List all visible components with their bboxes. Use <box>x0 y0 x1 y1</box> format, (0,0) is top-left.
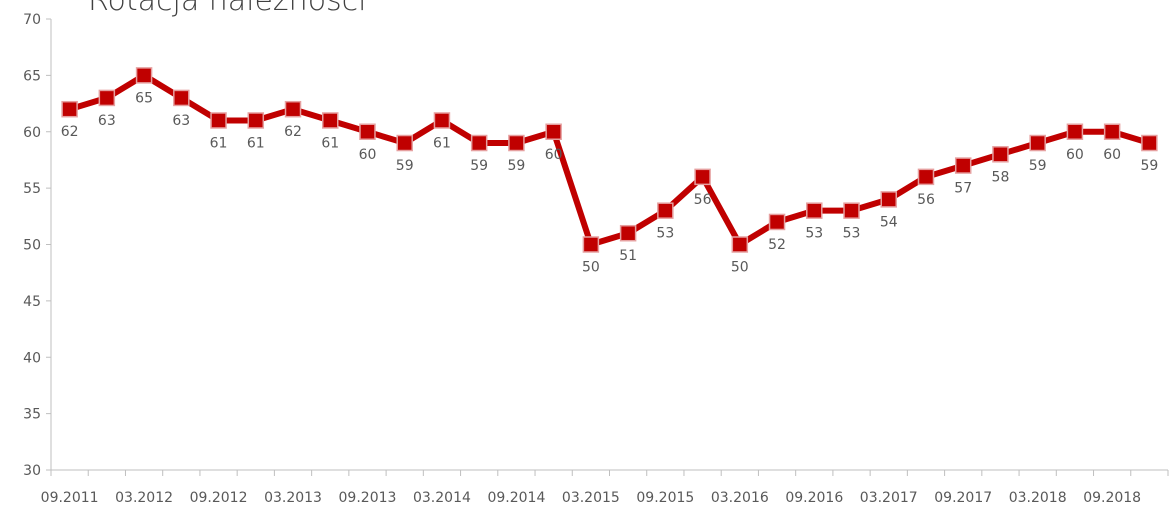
data-point-marker <box>247 112 265 129</box>
data-label: 59 <box>1140 158 1158 174</box>
data-point-marker <box>1029 134 1046 152</box>
x-tick-label: 03.2014 <box>413 490 471 506</box>
y-tick-label: 40 <box>23 350 41 366</box>
y-tick-label: 55 <box>23 181 41 197</box>
y-tick-label: 50 <box>23 238 41 254</box>
data-label: 56 <box>694 192 712 208</box>
data-point-marker <box>731 236 749 253</box>
data-point-marker <box>992 146 1009 163</box>
x-tick-label: 03.2013 <box>264 490 322 506</box>
x-tick-label: 03.2018 <box>1009 490 1067 506</box>
data-point-marker <box>1141 134 1158 152</box>
data-point-marker <box>843 202 860 219</box>
series-markers <box>61 67 1158 253</box>
data-labels: 62 63 65 63 61 61 62 61 60 59 61 59 59 60 50 51 53 56 50 52… <box>61 90 1159 275</box>
data-point-marker <box>619 224 637 242</box>
data-label: 61 <box>433 135 451 151</box>
x-tick-label: 03.2017 <box>860 490 918 506</box>
data-label: 60 <box>545 147 563 163</box>
data-label: 60 <box>1066 147 1084 163</box>
x-tick-label: 09.2015 <box>636 490 694 506</box>
data-label: 61 <box>247 135 265 151</box>
x-tick-label: 09.2014 <box>487 490 545 506</box>
data-label: 58 <box>992 169 1010 185</box>
x-tick-label: 09.2011 <box>41 490 99 506</box>
data-point-marker <box>210 112 227 129</box>
data-label: 59 <box>1029 158 1047 174</box>
data-label: 50 <box>731 260 749 276</box>
x-tick-label: 09.2013 <box>339 490 397 506</box>
data-label: 50 <box>582 260 600 276</box>
data-point-marker <box>582 236 600 253</box>
data-label: 59 <box>470 158 488 174</box>
data-point-marker <box>917 168 935 186</box>
data-point-marker <box>806 202 823 219</box>
y-tick-label: 35 <box>23 407 41 423</box>
data-point-marker <box>508 134 525 152</box>
data-label: 61 <box>210 135 228 151</box>
y-tick-label: 60 <box>23 125 41 141</box>
data-label: 59 <box>508 158 526 174</box>
y-tick-label: 45 <box>23 294 41 310</box>
data-label: 62 <box>61 124 79 140</box>
series-line <box>66 72 1153 248</box>
data-point-marker <box>135 67 153 84</box>
data-point-marker <box>768 213 786 231</box>
data-label: 60 <box>359 147 377 163</box>
data-label: 53 <box>843 226 861 242</box>
data-label: 51 <box>619 248 637 264</box>
data-point-marker <box>284 100 302 118</box>
x-tick-label: 09.2016 <box>785 490 843 506</box>
data-point-marker <box>173 89 190 107</box>
data-label: 53 <box>805 226 823 242</box>
data-point-marker <box>694 168 711 186</box>
chart-title: Rotacja należności <box>88 0 367 18</box>
data-point-marker <box>657 202 674 219</box>
data-label: 56 <box>917 192 935 208</box>
data-label: 62 <box>284 124 302 140</box>
data-point-marker <box>322 112 339 129</box>
data-point-marker <box>98 89 116 107</box>
x-tick-label: 09.2012 <box>190 490 248 506</box>
y-axis: 30 35 40 45 50 55 60 65 70 <box>23 12 52 479</box>
x-tick-label: 09.2018 <box>1083 490 1141 506</box>
data-point-marker <box>359 123 376 140</box>
data-label: 53 <box>656 226 674 242</box>
data-point-marker <box>433 112 451 129</box>
x-tick-label: 03.2016 <box>711 490 769 506</box>
data-point-marker <box>545 123 562 140</box>
data-label: 57 <box>954 181 972 197</box>
data-point-marker <box>61 100 78 118</box>
data-label: 52 <box>768 237 786 253</box>
x-tick-label: 03.2012 <box>115 490 173 506</box>
y-tick-label: 70 <box>23 12 41 28</box>
data-point-marker <box>1066 123 1084 140</box>
data-point-marker <box>396 134 413 152</box>
x-axis: 09.2011 03.2012 09.2012 03.2013 09.2013 03.20… <box>41 469 1169 506</box>
x-tick-label: 03.2015 <box>562 490 620 506</box>
data-label: 63 <box>98 113 116 129</box>
data-label: 65 <box>135 90 153 106</box>
data-label: 60 <box>1103 147 1121 163</box>
data-point-marker <box>470 134 488 152</box>
data-label: 63 <box>172 113 190 129</box>
y-tick-label: 30 <box>23 463 41 479</box>
data-point-marker <box>954 157 972 174</box>
data-label: 61 <box>321 135 339 151</box>
y-tick-label: 65 <box>23 68 41 84</box>
data-point-marker <box>880 191 897 208</box>
data-point-marker <box>1103 123 1121 140</box>
x-tick-label: 09.2017 <box>934 490 992 506</box>
data-label: 54 <box>880 214 898 230</box>
data-label: 59 <box>396 158 414 174</box>
